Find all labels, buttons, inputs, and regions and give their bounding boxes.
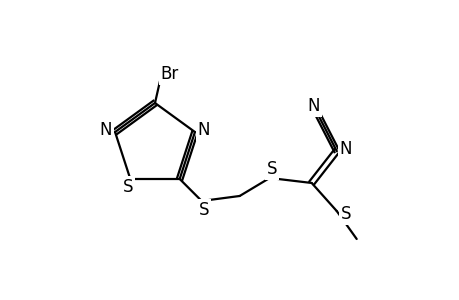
Text: S: S (198, 201, 208, 219)
Text: N: N (197, 121, 210, 139)
Text: S: S (266, 160, 276, 178)
Text: S: S (123, 178, 133, 196)
Text: N: N (100, 121, 112, 139)
Text: N: N (339, 140, 351, 158)
Text: S: S (340, 205, 350, 223)
Text: N: N (307, 97, 319, 115)
Text: Br: Br (161, 65, 179, 83)
